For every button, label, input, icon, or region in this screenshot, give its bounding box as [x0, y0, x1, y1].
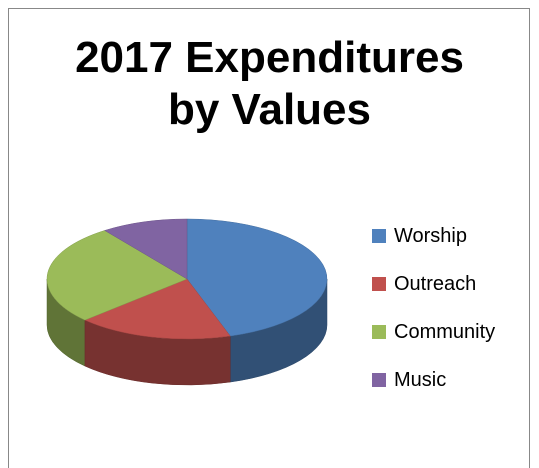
- legend-label-music: Music: [394, 368, 447, 391]
- legend-label-worship: Worship: [394, 224, 467, 247]
- pie-slice-outreach: [84, 278, 231, 340]
- pie-slice-community: [46, 230, 188, 321]
- pie-slice-music: [104, 218, 188, 280]
- legend-item-worship: Worship: [372, 224, 495, 248]
- chart-title-line-2: by Values: [167, 85, 371, 134]
- chart-title: 2017 Expenditures by Values: [0, 32, 539, 136]
- legend-item-music: Music: [372, 368, 495, 392]
- legend-label-outreach: Outreach: [394, 272, 477, 295]
- chart-title-line-1: 2017 Expenditures: [75, 33, 464, 82]
- legend-swatch-worship: [372, 229, 386, 243]
- legend-item-community: Community: [372, 320, 495, 344]
- legend-swatch-outreach: [372, 277, 386, 291]
- legend: Worship Outreach Community Music: [372, 224, 495, 416]
- pie-slice-worship: [186, 218, 328, 337]
- legend-swatch-community: [372, 325, 386, 339]
- legend-swatch-music: [372, 373, 386, 387]
- legend-item-outreach: Outreach: [372, 272, 495, 296]
- legend-label-community: Community: [394, 320, 496, 343]
